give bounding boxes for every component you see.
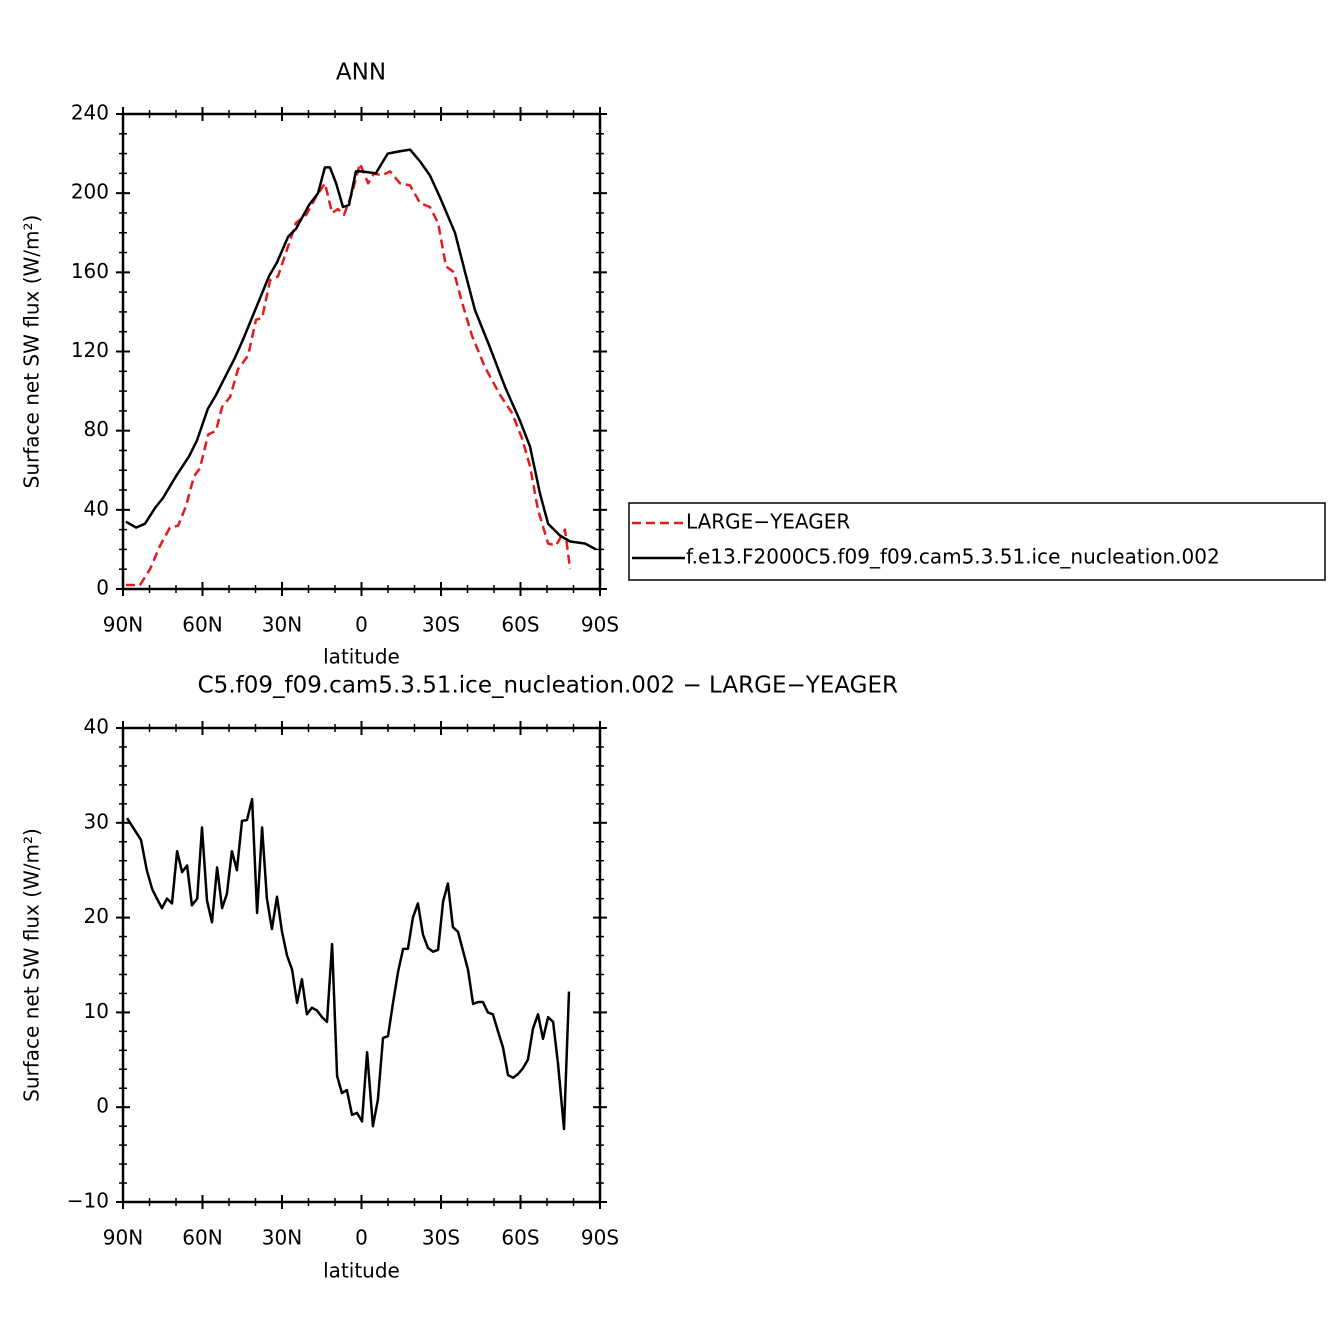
data-line — [125, 162, 572, 587]
legend-label: LARGE−YEAGER — [686, 510, 850, 534]
chart-title: C5.f09_f09.cam5.3.51.ice_nucleation.002 … — [198, 673, 898, 699]
y-tick-label: 200 — [71, 180, 109, 204]
x-axis-label: latitude — [323, 1259, 400, 1283]
x-tick-label: 60N — [182, 1226, 222, 1250]
x-tick-label: 90N — [103, 613, 143, 637]
chart-title: ANN — [336, 60, 386, 86]
x-tick-label: 60S — [501, 613, 539, 637]
x-tick-label: 60S — [501, 1226, 539, 1250]
legend-box — [628, 502, 1326, 581]
y-tick-label: 40 — [84, 715, 109, 739]
plot-frame — [121, 726, 602, 1204]
y-tick-label: 120 — [71, 338, 109, 362]
plot-frame — [121, 112, 602, 591]
x-tick-label: 0 — [355, 613, 368, 637]
data-line — [125, 797, 571, 1131]
y-axis-label: Surface net SW flux (W/m²) — [20, 215, 44, 489]
y-tick-label: 30 — [84, 809, 109, 833]
x-tick-label: 30S — [422, 1226, 460, 1250]
x-tick-label: 90S — [581, 1226, 619, 1250]
x-tick-label: 30N — [262, 613, 302, 637]
x-tick-label: 90S — [581, 613, 619, 637]
x-axis-label: latitude — [323, 645, 400, 669]
y-tick-label: 80 — [84, 417, 109, 441]
x-tick-label: 30N — [262, 1226, 302, 1250]
y-tick-label: 0 — [96, 1094, 109, 1118]
y-axis-label: Surface net SW flux (W/m²) — [20, 828, 44, 1102]
y-tick-label: −10 — [67, 1189, 109, 1213]
y-tick-label: 40 — [84, 496, 109, 520]
y-tick-label: 0 — [96, 576, 109, 600]
y-tick-label: 240 — [71, 101, 109, 125]
y-tick-label: 20 — [84, 904, 109, 928]
x-tick-label: 30S — [422, 613, 460, 637]
data-line — [125, 148, 597, 551]
y-tick-label: 10 — [84, 999, 109, 1023]
x-tick-label: 90N — [103, 1226, 143, 1250]
y-tick-label: 160 — [71, 259, 109, 283]
x-tick-label: 0 — [355, 1226, 368, 1250]
legend-label: f.e13.F2000C5.f09_f09.cam5.3.51.ice_nucl… — [686, 545, 1220, 569]
x-tick-label: 60N — [182, 613, 222, 637]
